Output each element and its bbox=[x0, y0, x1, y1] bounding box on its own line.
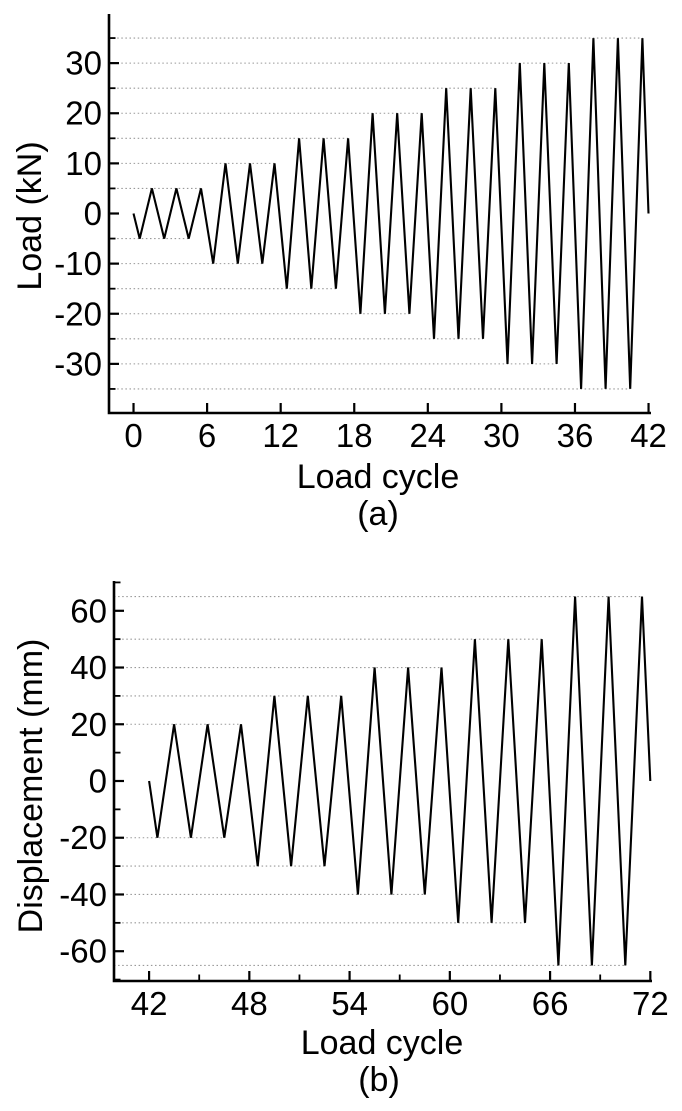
y-tick-label-a: -30 bbox=[54, 345, 102, 382]
x-tick-label-b: 48 bbox=[231, 985, 268, 1022]
y-tick-label-a: 10 bbox=[65, 145, 102, 182]
x-axis-title-a: Load cycle bbox=[296, 458, 460, 496]
y-tick-label-a: -10 bbox=[54, 245, 102, 282]
x-tick-label-b: 42 bbox=[131, 985, 168, 1022]
x-tick-label-a: 6 bbox=[198, 417, 216, 454]
y-axis-title-b: Displacement (mm) bbox=[12, 638, 50, 934]
x-tick-label-a: 12 bbox=[262, 417, 299, 454]
series-line-a bbox=[132, 38, 650, 389]
y-axis-title-a: Load (kN) bbox=[11, 141, 49, 291]
x-tick-label-a: 42 bbox=[630, 417, 667, 454]
x-tick-label-a: 18 bbox=[336, 417, 373, 454]
panel-label-a: (a) bbox=[357, 495, 399, 533]
x-tick-label-a: 24 bbox=[409, 417, 446, 454]
x-axis-title-b: Load cycle bbox=[300, 1024, 464, 1062]
y-tick-label-a: 0 bbox=[84, 195, 102, 232]
x-tick-label-a: 0 bbox=[124, 417, 142, 454]
x-tick-label-a: 36 bbox=[557, 417, 594, 454]
series-line-b bbox=[148, 596, 652, 966]
panel-label-b: (b) bbox=[358, 1061, 400, 1099]
x-tick-label-b: 72 bbox=[632, 985, 669, 1022]
axis-spines-b bbox=[112, 581, 652, 983]
x-tick-label-b: 66 bbox=[532, 985, 569, 1022]
y-tick-label-a: 30 bbox=[65, 45, 102, 82]
x-tick-label-a: 30 bbox=[483, 417, 520, 454]
y-tick-label-a: -20 bbox=[54, 295, 102, 332]
y-tick-label-b: -40 bbox=[59, 876, 107, 913]
x-tick-label-b: 60 bbox=[431, 985, 468, 1022]
y-tick-label-b: 20 bbox=[70, 706, 107, 743]
axis-spines-a bbox=[107, 14, 651, 415]
x-tick-label-b: 54 bbox=[331, 985, 368, 1022]
y-tick-label-b: -20 bbox=[59, 819, 107, 856]
y-tick-label-a: 20 bbox=[65, 95, 102, 132]
y-tick-label-b: 0 bbox=[89, 763, 107, 800]
y-tick-label-b: 60 bbox=[70, 592, 107, 629]
y-tick-label-b: 40 bbox=[70, 649, 107, 686]
y-tick-label-b: -60 bbox=[59, 933, 107, 970]
